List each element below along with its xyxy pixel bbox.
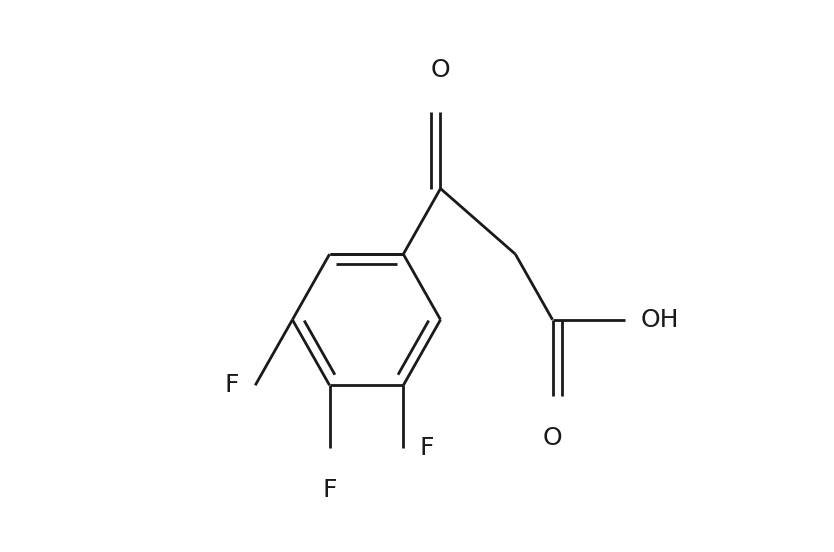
Text: F: F	[224, 373, 239, 397]
Text: O: O	[430, 58, 450, 82]
Text: OH: OH	[641, 307, 680, 332]
Text: F: F	[322, 478, 337, 502]
Text: F: F	[420, 436, 435, 460]
Text: O: O	[543, 426, 562, 450]
